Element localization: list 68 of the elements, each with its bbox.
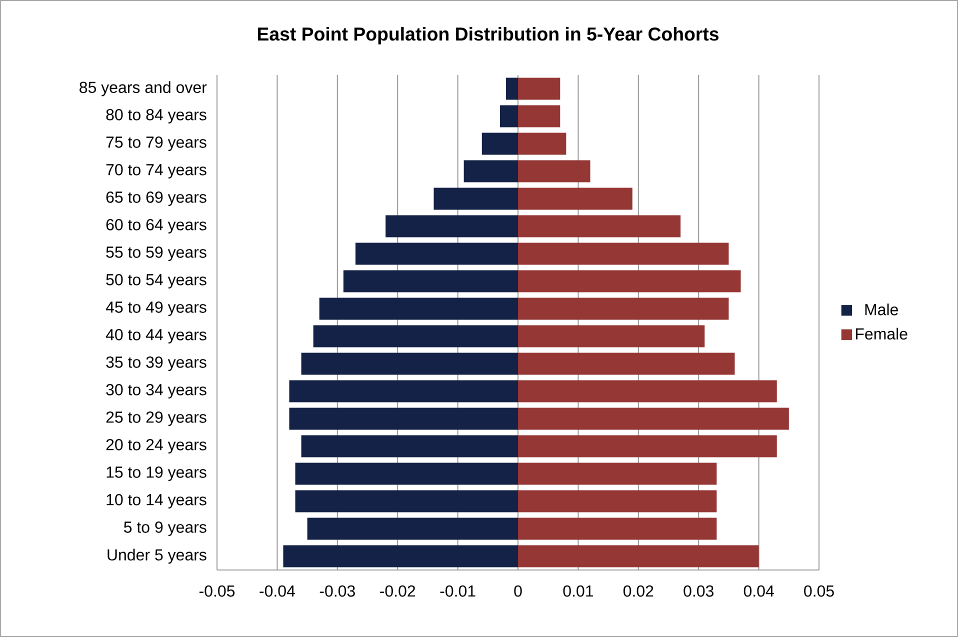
y-tick-label: 30 to 34 years xyxy=(106,384,206,399)
bar xyxy=(518,298,729,320)
y-tick-label: 40 to 44 years xyxy=(106,329,206,344)
bar xyxy=(295,462,518,485)
y-tick-label: 60 to 64 years xyxy=(106,219,206,234)
x-tick-label: -0.04 xyxy=(260,585,295,597)
bar xyxy=(464,160,518,182)
x-tick-label: -0.05 xyxy=(199,585,235,597)
y-tick-label: 65 to 69 years xyxy=(106,192,206,206)
y-tick-label: 5 to 9 years xyxy=(124,522,206,536)
bar xyxy=(386,215,518,238)
x-tick-label: -0.03 xyxy=(320,585,355,597)
x-tick-label: 0.03 xyxy=(684,585,714,597)
y-tick-label: 55 to 59 years xyxy=(106,246,206,262)
bar xyxy=(301,435,518,458)
bar xyxy=(518,518,717,540)
bar xyxy=(518,408,789,430)
x-tick-label: 0.02 xyxy=(623,585,654,597)
x-tick-label: -0.02 xyxy=(380,585,416,597)
bar xyxy=(289,380,518,402)
bar xyxy=(518,462,717,485)
y-tick-label: 50 to 54 years xyxy=(106,274,206,289)
bar xyxy=(518,188,632,210)
bar xyxy=(518,242,729,265)
bar xyxy=(518,270,741,292)
x-tick-label: 0 xyxy=(514,585,522,597)
x-tick-label: 0.04 xyxy=(744,585,774,597)
y-tick-label: 25 to 29 years xyxy=(106,412,206,426)
bar xyxy=(518,105,560,128)
bar xyxy=(500,105,518,128)
bar xyxy=(295,490,518,512)
y-tick-label: 10 to 14 years xyxy=(106,494,206,509)
y-tick-label: 75 to 79 years xyxy=(106,136,206,152)
bar xyxy=(289,408,518,430)
bar xyxy=(343,270,518,292)
y-tick-label: 35 to 39 years xyxy=(106,356,206,372)
x-tick-label: 0.01 xyxy=(563,585,593,597)
bar xyxy=(313,325,518,348)
y-tick-label: Under 5 years xyxy=(108,548,206,564)
bar xyxy=(518,215,681,238)
y-tick-label: 15 to 19 years xyxy=(106,466,206,482)
bar xyxy=(434,188,518,210)
bar xyxy=(283,545,518,568)
bar xyxy=(518,490,717,512)
bar xyxy=(518,545,759,568)
bar xyxy=(307,518,518,540)
bar xyxy=(506,78,518,100)
bar xyxy=(518,132,566,155)
bar xyxy=(518,325,705,348)
y-tick-label: 80 to 84 years xyxy=(106,109,206,124)
x-tick-label: -0.01 xyxy=(440,585,476,597)
bar xyxy=(518,352,735,375)
bar xyxy=(518,435,777,458)
bar xyxy=(301,352,518,375)
x-tick-label: 0.05 xyxy=(804,585,834,597)
y-tick-label: 85 years and over xyxy=(80,81,207,96)
bar xyxy=(319,298,518,320)
y-tick-label: 70 to 74 years xyxy=(106,164,206,179)
bar xyxy=(518,380,777,402)
y-tick-label: 45 to 49 years xyxy=(106,302,206,316)
bar xyxy=(482,132,518,155)
bar xyxy=(518,160,590,182)
legend-label: Female xyxy=(856,328,908,340)
bar xyxy=(518,78,560,100)
chart-title: East Point Population Distribution in 5-Year Cohorts xyxy=(258,26,719,44)
y-tick-label: 20 to 24 years xyxy=(106,439,206,454)
legend-label: Male xyxy=(865,304,898,316)
bar xyxy=(355,242,518,265)
